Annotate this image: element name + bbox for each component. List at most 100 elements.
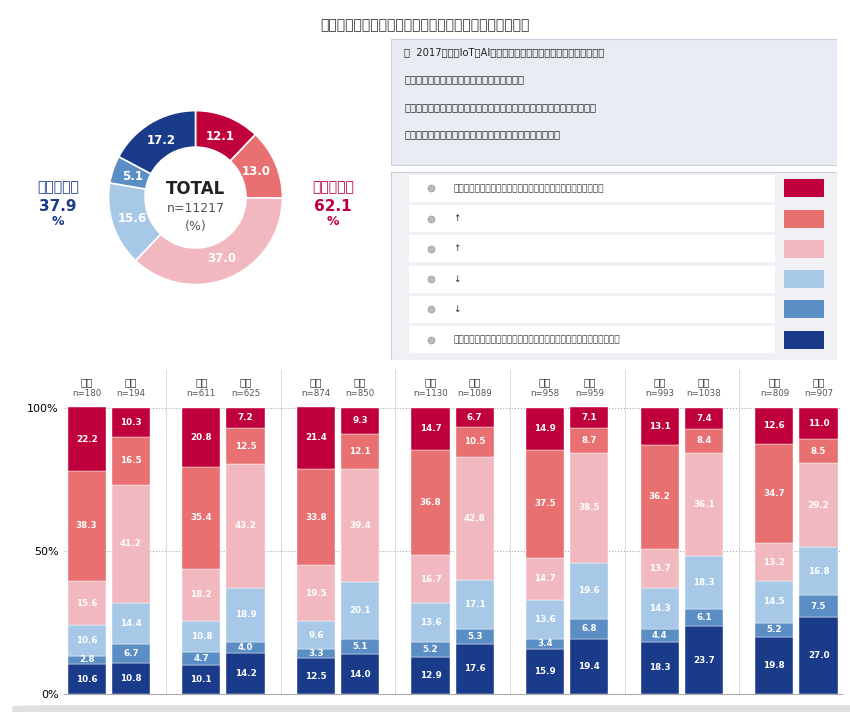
Text: 12.5: 12.5: [235, 441, 257, 451]
Text: n=194: n=194: [116, 389, 145, 398]
FancyBboxPatch shape: [784, 179, 824, 197]
Wedge shape: [135, 198, 282, 285]
Bar: [182, 651, 220, 665]
Text: 23.7: 23.7: [693, 656, 715, 665]
Text: 8.5: 8.5: [811, 446, 826, 456]
Text: 10.1: 10.1: [190, 675, 212, 684]
FancyBboxPatch shape: [127, 705, 320, 712]
Bar: [800, 439, 838, 464]
Text: 図表１：テクノロジーの進化に対する賛否（性年代別）: 図表１：テクノロジーの進化に対する賛否（性年代別）: [320, 19, 530, 33]
Text: 10.3: 10.3: [120, 418, 142, 427]
Bar: [800, 617, 838, 694]
Text: 7.2: 7.2: [238, 414, 253, 422]
Text: 16.7: 16.7: [420, 575, 441, 584]
Wedge shape: [230, 135, 282, 198]
Bar: [182, 407, 220, 467]
Text: 女性: 女性: [813, 377, 824, 387]
Text: 36.2: 36.2: [649, 493, 671, 501]
Text: n=1130: n=1130: [413, 389, 448, 398]
Text: %: %: [52, 216, 65, 229]
Bar: [297, 659, 335, 694]
Text: ↓: ↓: [454, 275, 461, 283]
Text: 5.2: 5.2: [767, 625, 782, 634]
Text: n=625: n=625: [231, 389, 260, 398]
Text: ↑: ↑: [454, 214, 461, 223]
Text: 13.1: 13.1: [649, 422, 671, 431]
Text: 19.8: 19.8: [763, 661, 785, 670]
Bar: [67, 625, 105, 656]
Bar: [226, 588, 264, 642]
Bar: [341, 582, 379, 639]
Text: 16-19歳: 16-19歳: [89, 711, 128, 712]
Bar: [182, 569, 220, 621]
FancyBboxPatch shape: [12, 705, 206, 712]
Bar: [226, 654, 264, 694]
Text: 16.8: 16.8: [808, 567, 830, 576]
Bar: [226, 642, 264, 654]
Bar: [297, 649, 335, 659]
Text: 6.7: 6.7: [467, 413, 483, 422]
Bar: [112, 437, 150, 485]
Text: 37.9: 37.9: [39, 199, 76, 214]
Wedge shape: [196, 110, 256, 161]
Bar: [67, 471, 105, 581]
Text: 37.5: 37.5: [535, 500, 556, 508]
Text: (%): (%): [184, 220, 207, 233]
Bar: [685, 627, 723, 694]
Text: 5.2: 5.2: [422, 645, 439, 654]
Text: 17.1: 17.1: [464, 600, 485, 609]
Bar: [526, 557, 564, 600]
Text: 38.5: 38.5: [579, 503, 600, 512]
Text: 10.8: 10.8: [120, 674, 142, 684]
Bar: [112, 664, 150, 694]
Text: 5.1: 5.1: [353, 642, 368, 651]
Text: あなたはこのような世の中の変化についてどのように感じますか。: あなたはこのような世の中の変化についてどのように感じますか。: [405, 102, 597, 112]
Bar: [67, 581, 105, 625]
Text: とってもより身近になった１年でした。: とってもより身近になった１年でした。: [405, 75, 524, 85]
Bar: [641, 549, 679, 588]
Text: 男性: 男性: [424, 377, 437, 387]
Text: 36.1: 36.1: [693, 500, 715, 509]
Bar: [570, 619, 609, 639]
Wedge shape: [119, 110, 196, 174]
Bar: [526, 407, 564, 450]
Text: 4.0: 4.0: [238, 643, 253, 652]
Bar: [641, 445, 679, 549]
Text: n=1089: n=1089: [457, 389, 492, 398]
FancyBboxPatch shape: [409, 326, 775, 353]
Bar: [297, 622, 335, 649]
Text: 14.3: 14.3: [649, 604, 671, 613]
Text: 13.0: 13.0: [242, 165, 271, 178]
Text: n=993: n=993: [645, 389, 674, 398]
Text: 33.8: 33.8: [305, 513, 326, 521]
FancyBboxPatch shape: [241, 705, 434, 712]
Bar: [297, 468, 335, 565]
Text: 4.4: 4.4: [652, 631, 667, 640]
Text: 22.2: 22.2: [76, 434, 98, 444]
Text: 男性: 男性: [539, 377, 552, 387]
Text: 8.7: 8.7: [581, 436, 597, 444]
Text: 11.0: 11.0: [808, 419, 830, 428]
Text: 女性: 女性: [354, 377, 366, 387]
Text: 女性: 女性: [125, 377, 137, 387]
Text: %: %: [326, 216, 339, 229]
Bar: [411, 603, 450, 642]
Text: 39.4: 39.4: [349, 521, 371, 530]
Bar: [641, 588, 679, 629]
Text: n=809: n=809: [760, 389, 789, 398]
Text: 19.5: 19.5: [305, 589, 326, 598]
Bar: [226, 428, 264, 464]
Text: テクノロジーの進化によって、世の中は良い方に向かうと思う: テクノロジーの進化によって、世の中は良い方に向かうと思う: [454, 184, 604, 193]
Text: 18.3: 18.3: [649, 664, 671, 672]
Text: 9.6: 9.6: [308, 631, 324, 639]
Text: 2.8: 2.8: [79, 655, 94, 664]
Bar: [685, 556, 723, 609]
Text: 10.8: 10.8: [190, 632, 212, 641]
Text: 14.4: 14.4: [120, 619, 142, 628]
Text: n=180: n=180: [72, 389, 101, 398]
Text: 3.4: 3.4: [537, 639, 553, 648]
Text: 12.1: 12.1: [349, 447, 371, 456]
Text: 17.2: 17.2: [147, 135, 176, 147]
Text: 20.1: 20.1: [349, 606, 371, 615]
Bar: [685, 407, 723, 429]
